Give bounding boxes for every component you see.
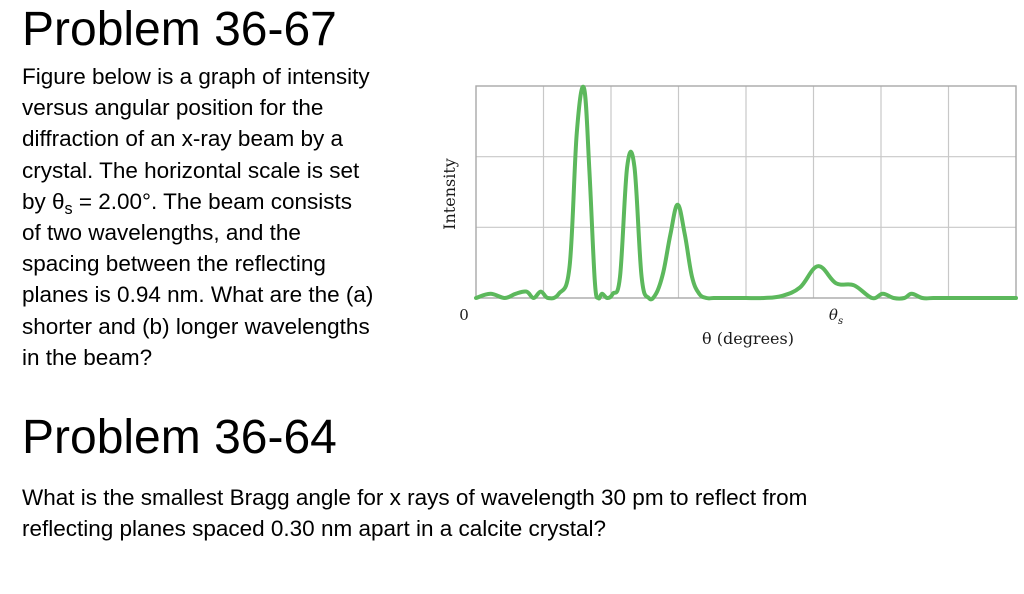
intensity-chart: Intensity θ (degrees) 0 θs xyxy=(440,84,1018,348)
theta-symbol: by θ xyxy=(22,188,65,214)
x-axis-label: θ (degrees) xyxy=(702,329,794,348)
x-tick-label: θs xyxy=(829,306,843,327)
problem-1-line: diffraction of an x-ray beam by a xyxy=(22,126,343,152)
problem-1-line: by θs = 2.00°. The beam consists xyxy=(22,186,442,217)
intensity-curve xyxy=(474,84,1018,302)
chart-grid xyxy=(475,85,1017,299)
problem-1-text: Figure below is a graph of intensity ver… xyxy=(22,61,442,373)
problem-1-title: Problem 36-67 xyxy=(22,3,337,56)
problem-1-line: shorter and (b) longer wavelengths xyxy=(22,313,370,339)
problem-1-line: planes is 0.94 nm. What are the (a) xyxy=(22,282,374,308)
problem-1-line-rest: = 2.00°. The beam consists xyxy=(72,188,352,214)
problem-2-text: What is the smallest Bragg angle for x r… xyxy=(22,482,1012,544)
problem-1-line: of two wavelengths, and the xyxy=(22,220,301,246)
problem-1-line: in the beam? xyxy=(22,344,153,370)
theta-subscript: s xyxy=(64,199,73,218)
problem-1-line: spacing between the reflecting xyxy=(22,251,326,277)
problem-1-line: crystal. The horizontal scale is set xyxy=(22,157,360,183)
problem-1-line: Figure below is a graph of intensity xyxy=(22,64,370,89)
y-axis-label: Intensity xyxy=(440,158,459,230)
problem-2-title: Problem 36-64 xyxy=(22,411,337,464)
x-tick-label: 0 xyxy=(459,306,469,324)
problem-1-line: versus angular position for the xyxy=(22,95,324,121)
problem-2-line: What is the smallest Bragg angle for x r… xyxy=(22,485,808,510)
x-tick-labels: 0 θs xyxy=(459,306,843,327)
problem-2-line: reflecting planes spaced 0.30 nm apart i… xyxy=(22,516,607,541)
